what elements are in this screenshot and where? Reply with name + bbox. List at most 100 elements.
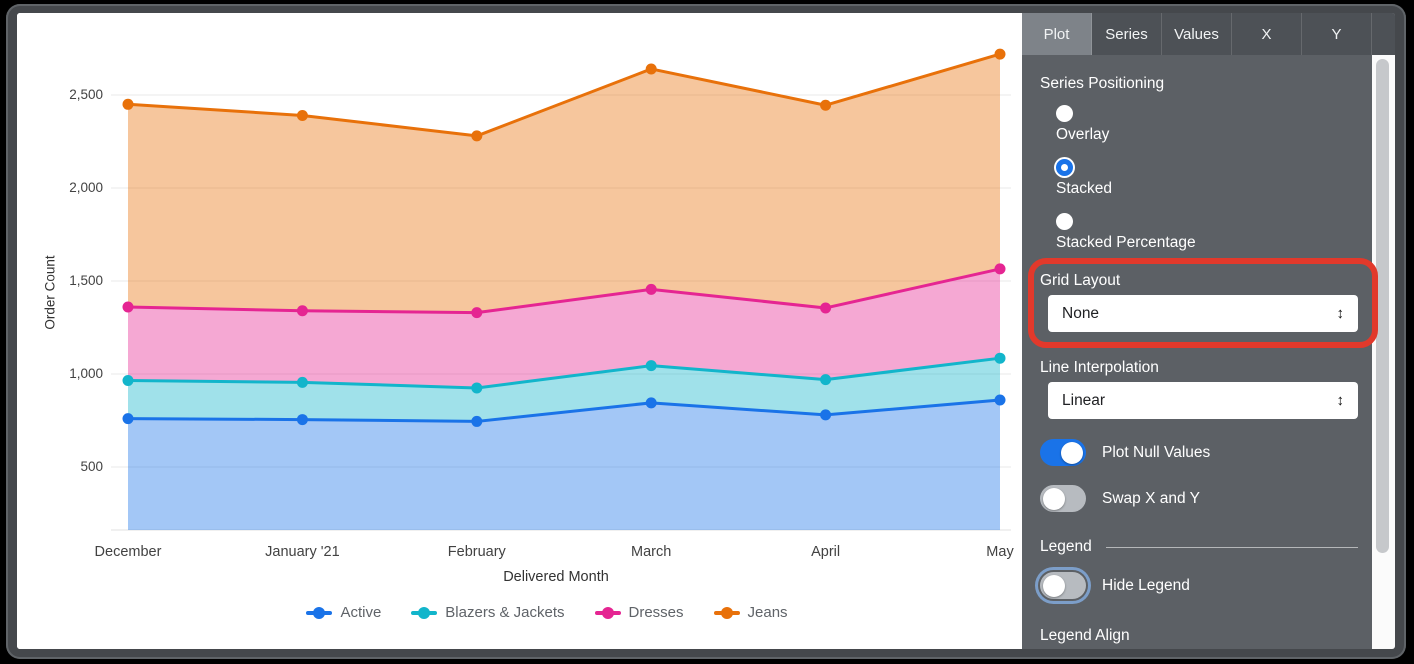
grid-layout-label: Grid Layout (1040, 272, 1121, 289)
grid-layout-select[interactable]: None ↕ (1048, 295, 1358, 332)
point-active-january-21[interactable] (296, 414, 308, 426)
y-axis-title: Order Count (42, 255, 58, 330)
point-active-february[interactable] (471, 415, 483, 427)
plot-null-values-row: Plot Null Values (1040, 439, 1210, 466)
line-interpolation-select[interactable]: Linear ↕ (1048, 382, 1358, 419)
area-active (128, 400, 1000, 530)
y-tick-label: 2,000 (69, 179, 103, 195)
legend-label: Jeans (747, 604, 788, 621)
radio-option-stacked-percentage: Stacked Percentage (1056, 213, 1196, 252)
tab-series[interactable]: Series (1092, 13, 1162, 55)
line-interpolation-value: Linear (1062, 391, 1106, 409)
y-tick-label: 2,500 (69, 86, 103, 102)
legend-label: Active (340, 604, 382, 621)
toggle-knob (1043, 487, 1065, 510)
point-blazers-jackets-march[interactable] (645, 360, 657, 372)
line-blazers-jackets (127, 356, 1001, 390)
radio-label: Overlay (1056, 126, 1110, 143)
point-jeans-may[interactable] (994, 48, 1006, 60)
y-tick-label: 1,500 (69, 272, 103, 288)
area-dresses (128, 268, 1000, 388)
area-blazers-jackets (128, 358, 1000, 422)
panel-tabs: Plot Series Values X Y (1022, 13, 1372, 55)
legend-item-jeans[interactable]: Jeans (713, 604, 788, 621)
tab-plot[interactable]: Plot (1022, 13, 1092, 55)
tabbar-filler (1372, 13, 1395, 55)
radio-option-stacked: Stacked (1056, 159, 1196, 198)
point-blazers-jackets-january-21[interactable] (296, 376, 308, 388)
plot-null-values-toggle[interactable] (1040, 439, 1086, 466)
swap-x-y-toggle[interactable] (1040, 485, 1086, 512)
point-jeans-february[interactable] (471, 130, 483, 142)
point-dresses-february[interactable] (471, 307, 483, 319)
radio-button-stacked-percentage[interactable] (1056, 213, 1073, 230)
legend-item-active[interactable]: Active (306, 604, 381, 621)
radio-button-stacked[interactable] (1056, 159, 1073, 176)
hide-legend-toggle[interactable] (1040, 572, 1086, 599)
plot-null-values-label: Plot Null Values (1102, 443, 1211, 461)
x-tick-label: January '21 (265, 544, 340, 560)
y-tick-label: 1,000 (69, 365, 103, 381)
tab-values[interactable]: Values (1162, 13, 1232, 55)
legend-item-blazers-jackets[interactable]: Blazers & Jackets (411, 604, 565, 621)
x-tick-label: February (447, 544, 506, 560)
toggle-knob (1043, 574, 1065, 597)
scrollbar-thumb[interactable] (1376, 59, 1389, 553)
x-tick-label: May (986, 544, 1014, 560)
swap-x-y-label: Swap X and Y (1102, 489, 1200, 507)
point-active-may[interactable] (994, 394, 1006, 406)
point-blazers-jackets-february[interactable] (471, 382, 483, 394)
chart-area: 500 1,000 1,500 2,000 2,500 Order Count Dece… (17, 13, 1022, 649)
point-jeans-march[interactable] (645, 63, 657, 75)
point-dresses-march[interactable] (645, 283, 657, 295)
point-dresses-april[interactable] (820, 302, 832, 314)
settings-panel: Plot Series Values X Y Series Positioning Ov… (1022, 13, 1395, 649)
tab-y[interactable]: Y (1302, 13, 1372, 55)
legend-align-label: Legend Align (1040, 627, 1130, 644)
legend-label: Dresses (628, 604, 684, 621)
point-active-december[interactable] (122, 413, 134, 425)
x-tick-label: December (94, 544, 162, 560)
panel-scrollbar[interactable] (1372, 55, 1395, 649)
point-dresses-january-21[interactable] (296, 305, 308, 317)
line-interpolation-label: Line Interpolation (1040, 359, 1159, 376)
swap-x-y-row: Swap X and Y (1040, 485, 1200, 512)
point-blazers-jackets-may[interactable] (994, 352, 1006, 364)
legend-section-header: Legend (1040, 538, 1358, 556)
series-positioning-radios: Overlay Stacked Stacked Percentage (1056, 105, 1196, 267)
radio-label: Stacked (1056, 180, 1113, 197)
select-arrows-icon: ↕ (1336, 392, 1345, 409)
app-window: 500 1,000 1,500 2,000 2,500 Order Count Dece… (6, 4, 1406, 659)
point-jeans-december[interactable] (122, 98, 134, 110)
legend-marker (306, 606, 333, 619)
hide-legend-label: Hide Legend (1102, 576, 1190, 594)
line-jeans (127, 52, 1001, 138)
line-active (127, 398, 1001, 423)
tab-x[interactable]: X (1232, 13, 1302, 55)
legend-marker (594, 606, 621, 619)
point-active-april[interactable] (820, 409, 832, 421)
x-tick-label: March (631, 544, 672, 560)
x-axis-title: Delivered Month (503, 569, 609, 585)
grid-layout-value: None (1062, 304, 1100, 322)
point-jeans-april[interactable] (820, 99, 832, 111)
stacked-area-chart (111, 48, 1011, 531)
x-tick-label: April (811, 544, 841, 560)
radio-button-overlay[interactable] (1056, 105, 1073, 122)
point-dresses-december[interactable] (122, 301, 134, 313)
point-jeans-january-21[interactable] (296, 109, 308, 121)
legend-section-label: Legend (1040, 538, 1092, 555)
line-dresses (127, 267, 1001, 315)
window-content: 500 1,000 1,500 2,000 2,500 Order Count Dece… (17, 13, 1395, 649)
legend-item-dresses[interactable]: Dresses (594, 604, 684, 621)
point-blazers-jackets-december[interactable] (122, 375, 134, 387)
point-dresses-may[interactable] (994, 263, 1006, 275)
y-tick-label: 500 (80, 458, 103, 474)
point-blazers-jackets-april[interactable] (820, 374, 832, 386)
legend-marker (411, 606, 438, 619)
point-active-march[interactable] (645, 397, 657, 409)
series-positioning-label: Series Positioning (1040, 75, 1165, 92)
legend-marker-dot (313, 606, 326, 619)
section-divider (1105, 546, 1358, 548)
legend-marker-dot (418, 606, 431, 619)
